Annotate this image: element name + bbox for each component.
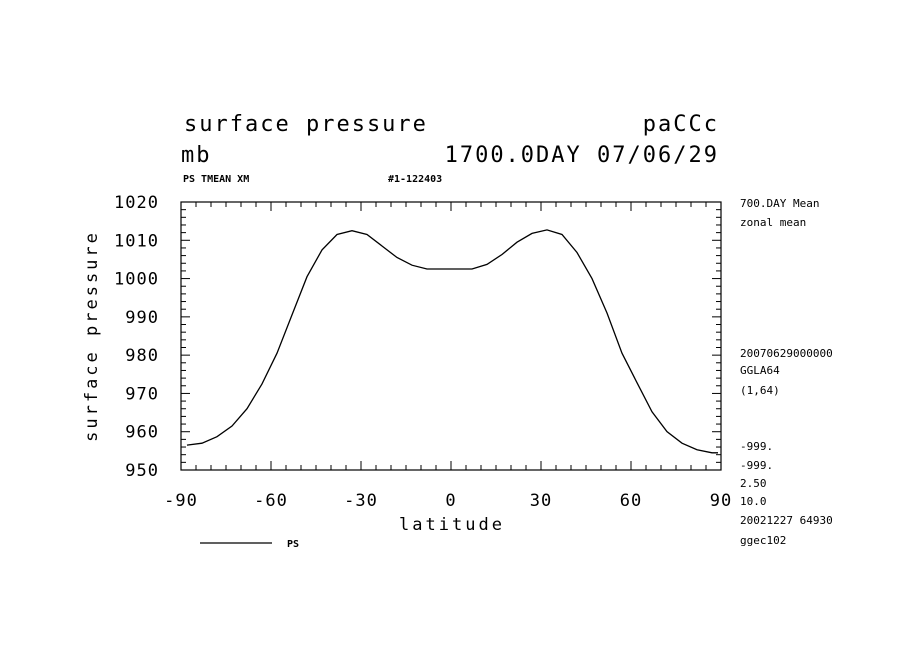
unit-label: mb	[181, 143, 212, 168]
interval-label: 2.50	[740, 477, 767, 490]
y-tick-label: 1000	[114, 270, 159, 290]
missing-value-1: -999.	[740, 440, 773, 453]
x-tick-labels: -90 -60 -30 0 30 60 90	[164, 491, 732, 511]
x-tick-label: 60	[620, 491, 642, 511]
variable-label: PS TMEAN XM	[183, 174, 249, 185]
scale-label: 10.0	[740, 495, 767, 508]
mean-label: 700.DAY Mean	[740, 197, 819, 210]
x-tick-label: 30	[530, 491, 552, 511]
x-axis-label: latitude	[399, 515, 505, 535]
x-tick-label: 90	[710, 491, 732, 511]
time-label: 1700.0DAY 07/06/29	[445, 143, 719, 168]
x-tick-label: -60	[254, 491, 288, 511]
creation-label: 20021227 64930	[740, 514, 833, 527]
y-tick-label: 970	[125, 384, 159, 404]
y-axis-label: surface pressure	[82, 230, 102, 442]
date-code: 20070629000000	[740, 347, 833, 360]
y-tick-label: 990	[125, 308, 159, 328]
y-tick-label: 1010	[114, 231, 159, 251]
x-tick-label: 0	[445, 491, 456, 511]
missing-value-2: -999.	[740, 459, 773, 472]
y-tick-label: 960	[125, 423, 159, 443]
y-tick-label: 980	[125, 346, 159, 366]
axis-ticks	[180, 201, 722, 471]
series-line-ps	[186, 229, 718, 454]
zonal-label: zonal mean	[740, 216, 806, 229]
file-label: #1-122403	[388, 174, 442, 185]
y-tick-labels: 950 960 970 980 990 1000 1010 1020	[114, 193, 159, 481]
plot-frame	[180, 201, 722, 471]
chart-title: surface pressure	[184, 112, 428, 137]
run-id: paCCc	[643, 112, 719, 137]
grid-label: GGLA64	[740, 364, 780, 377]
y-tick-label: 950	[125, 461, 159, 481]
host-label: ggec102	[740, 534, 786, 547]
y-tick-label: 1020	[114, 193, 159, 213]
legend-label-ps: PS	[287, 539, 299, 550]
x-tick-label: -90	[164, 491, 198, 511]
x-tick-label: -30	[344, 491, 378, 511]
index-label: (1,64)	[740, 384, 780, 397]
